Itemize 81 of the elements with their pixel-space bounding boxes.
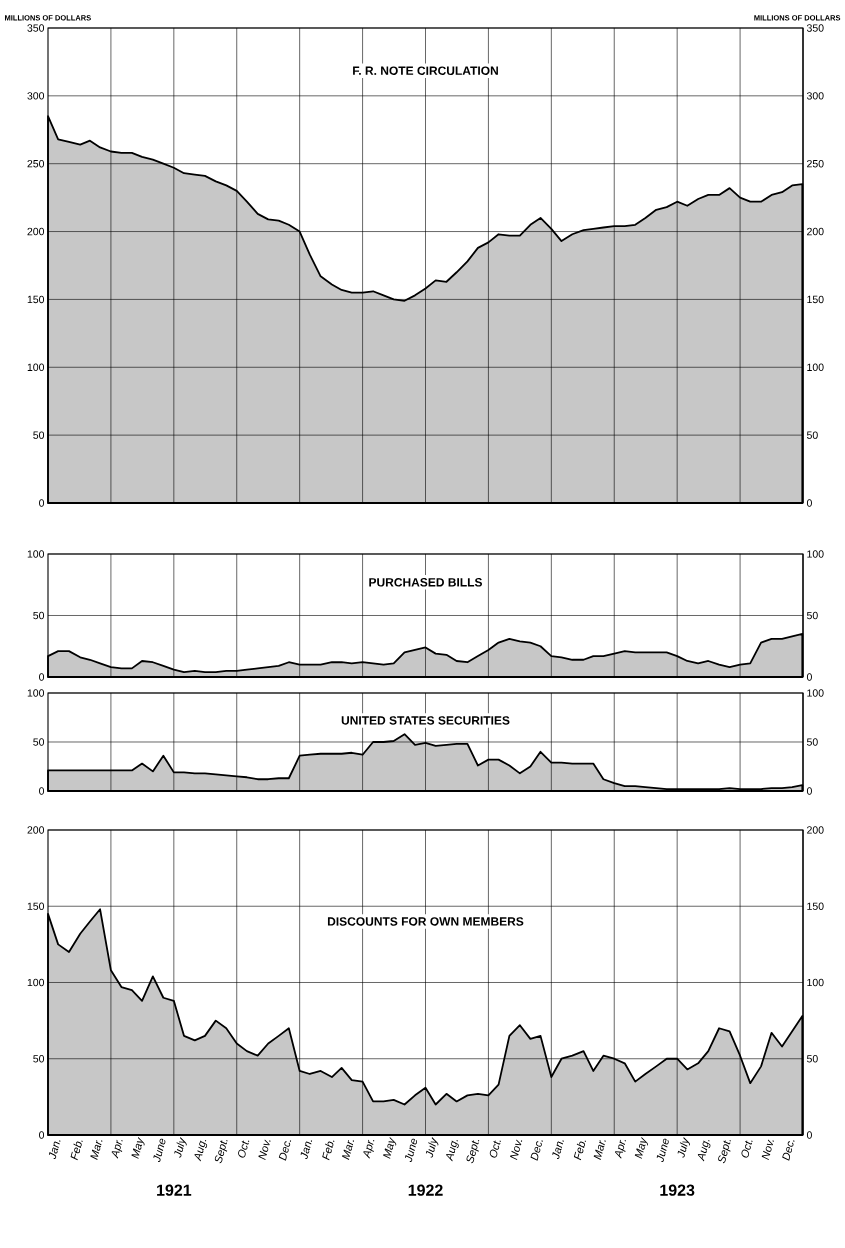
- x-tick-label: Sept.: [718, 1140, 731, 1164]
- y-tick-label: 300: [27, 92, 45, 100]
- x-tick-label: Apr.: [111, 1139, 123, 1159]
- x-tick-label: Sept.: [214, 1140, 228, 1164]
- x-tick-label: June: [405, 1138, 418, 1162]
- x-tick-label: Dec.: [782, 1140, 795, 1161]
- x-tick-label: Feb.: [573, 1140, 587, 1161]
- x-tick-label: Feb.: [70, 1140, 83, 1161]
- y-tick-label: 200: [27, 227, 45, 236]
- x-tick-label: May: [634, 1137, 648, 1159]
- y2-tick-label: 100: [807, 550, 824, 558]
- x-tick-label: June: [656, 1138, 669, 1162]
- x-tick-label: Apr.: [363, 1139, 375, 1159]
- x-tick-label: Oct.: [489, 1140, 501, 1158]
- x-tick-label: July: [174, 1137, 187, 1158]
- x-tick-label: Feb.: [322, 1140, 335, 1161]
- y2-tick-label: 200: [807, 826, 824, 834]
- y2-tick-label: 150: [807, 295, 824, 304]
- y-tick-label: 50: [33, 431, 45, 439]
- x-tick-label: Jan.: [300, 1140, 313, 1160]
- x-tick-label: Mar.: [593, 1140, 606, 1160]
- y2-tick-label: 200: [807, 227, 824, 236]
- x-tick-label: Nov.: [258, 1139, 271, 1161]
- y-tick-label: 50: [33, 738, 45, 746]
- x-tick-label: Mar.: [90, 1140, 103, 1160]
- y-tick-label: 100: [27, 550, 45, 558]
- y-tick-label: 0: [39, 673, 45, 681]
- y-tick-label: 0: [39, 1131, 45, 1139]
- y-tick-label: 0: [39, 787, 45, 795]
- y2-tick-label: 100: [807, 689, 824, 697]
- text: PURCHASED BILLS: [369, 578, 483, 587]
- text: 1923: [660, 1184, 695, 1196]
- x-tick-label: Jan.: [552, 1140, 564, 1160]
- y2-tick-label: 250: [807, 159, 824, 168]
- y2-tick-label: 0: [806, 787, 812, 795]
- x-tick-label: May: [383, 1137, 397, 1159]
- y-tick-label: 250: [27, 159, 45, 168]
- y2-tick-label: 50: [806, 1055, 818, 1063]
- x-tick-label: Apr.: [615, 1139, 626, 1159]
- x-tick-label: Sept.: [466, 1140, 480, 1164]
- y2-tick-label: 100: [807, 978, 824, 987]
- x-tick-label: Aug.: [194, 1140, 208, 1162]
- x-tick-label: Oct.: [238, 1140, 250, 1158]
- y-tick-label: 100: [27, 689, 45, 697]
- y2-tick-label: 300: [806, 92, 824, 100]
- text: UNITED STATES SECURITIES: [341, 716, 510, 725]
- x-tick-label: Aug.: [697, 1140, 711, 1162]
- text: 1921: [157, 1184, 192, 1196]
- y2-tick-label: 50: [806, 611, 818, 620]
- x-tick-label: Nov.: [761, 1139, 774, 1161]
- y2-tick-label: 50: [806, 431, 818, 439]
- y-tick-label: 50: [33, 611, 45, 620]
- y2-tick-label: 0: [806, 1131, 812, 1139]
- y-tick-label: 150: [27, 295, 45, 304]
- y2-tick-label: 100: [807, 363, 824, 371]
- x-tick-label: Mar.: [342, 1140, 355, 1160]
- text: DISCOUNTS FOR OWN MEMBERS: [327, 917, 524, 926]
- y2-tick-label: 0: [806, 673, 812, 681]
- y-tick-label: 200: [27, 826, 45, 834]
- x-tick-label: July: [677, 1137, 691, 1158]
- x-tick-label: June: [153, 1138, 166, 1162]
- y-tick-label: 100: [27, 363, 45, 371]
- x-tick-label: Dec.: [530, 1140, 543, 1161]
- y-tick-label: 0: [39, 499, 45, 507]
- x-tick-label: Jan.: [48, 1140, 61, 1160]
- y-tick-label: 350: [27, 24, 45, 32]
- y-tick-label: 50: [33, 1055, 45, 1063]
- y2-tick-label: 150: [807, 902, 824, 910]
- x-tick-label: July: [425, 1137, 439, 1158]
- x-tick-label: Aug.: [446, 1140, 459, 1162]
- y-tick-label: 100: [27, 978, 45, 987]
- x-tick-label: Dec.: [278, 1140, 292, 1161]
- x-tick-label: Nov.: [510, 1139, 523, 1161]
- text: 1922: [408, 1184, 443, 1196]
- y2-tick-label: 0: [806, 499, 812, 507]
- y-tick-label: 150: [27, 902, 45, 910]
- y2-tick-label: 350: [806, 24, 824, 32]
- text: F. R. NOTE CIRCULATION: [353, 66, 498, 75]
- y2-tick-label: 50: [806, 738, 818, 746]
- x-tick-label: Oct.: [741, 1140, 753, 1158]
- x-tick-label: May: [131, 1137, 145, 1159]
